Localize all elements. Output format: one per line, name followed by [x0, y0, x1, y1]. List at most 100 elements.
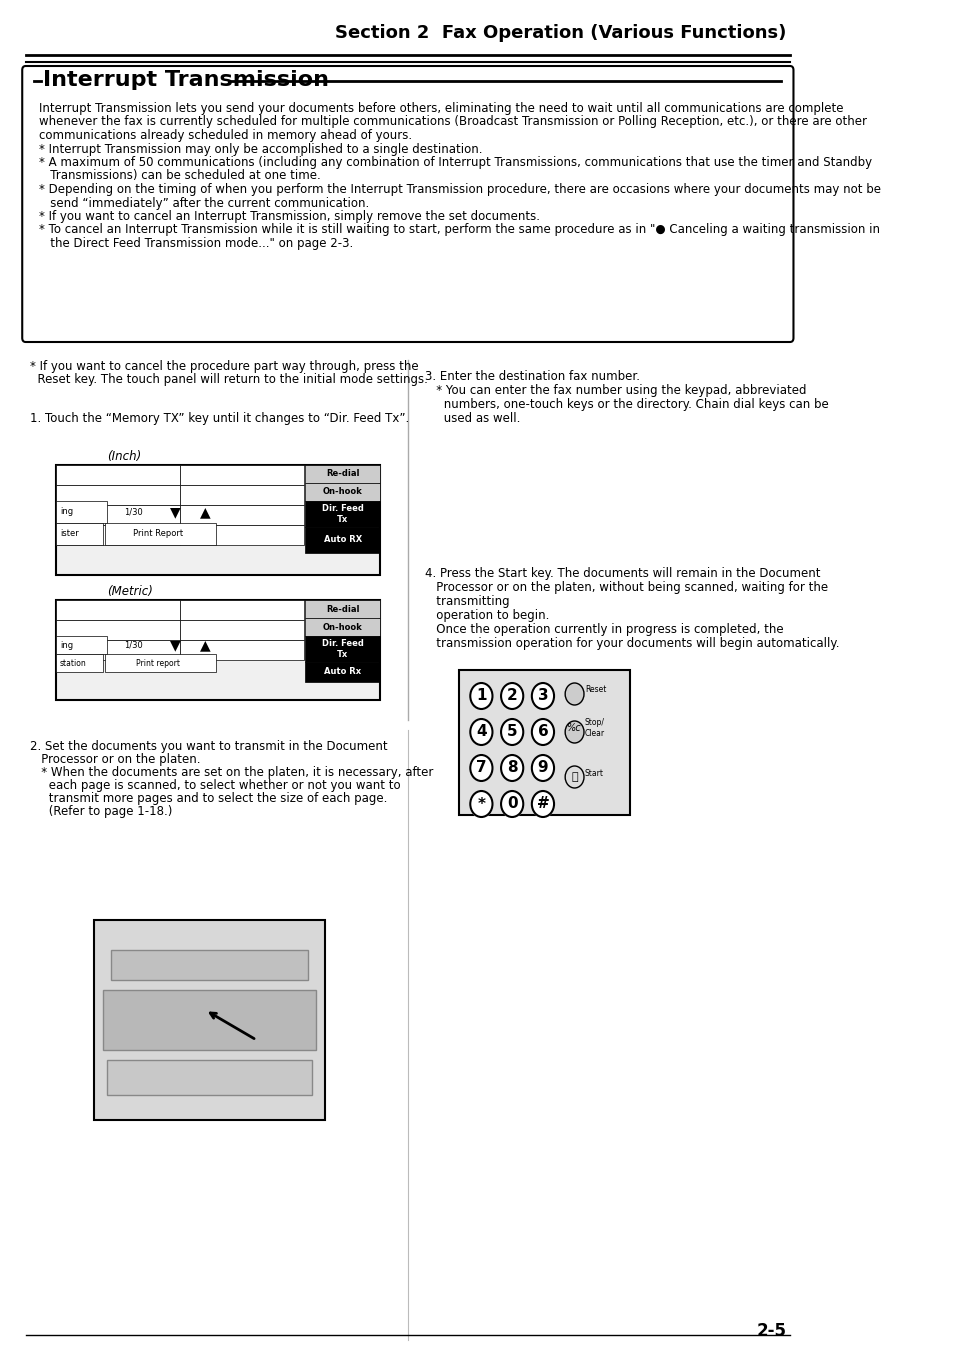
Circle shape: [470, 719, 492, 744]
Text: ▼: ▼: [170, 638, 180, 653]
Bar: [179, 600, 303, 620]
FancyBboxPatch shape: [22, 66, 793, 342]
Text: ▼: ▼: [170, 505, 180, 519]
Text: 9: 9: [537, 761, 548, 775]
Text: whenever the fax is currently scheduled for multiple communications (Broadcast T: whenever the fax is currently scheduled …: [39, 115, 866, 128]
Text: Section 2  Fax Operation (Various Functions): Section 2 Fax Operation (Various Functio…: [335, 24, 786, 42]
Text: Auto Rx: Auto Rx: [324, 667, 361, 677]
Text: each page is scanned, to select whether or not you want to: each page is scanned, to select whether …: [30, 780, 400, 792]
Text: 6: 6: [537, 724, 548, 739]
Bar: [179, 640, 303, 661]
Circle shape: [470, 790, 492, 817]
Text: Auto RX: Auto RX: [323, 535, 361, 544]
Bar: [458, 670, 630, 815]
Text: Dir. Feed
Tx: Dir. Feed Tx: [321, 639, 363, 659]
Text: 5: 5: [506, 724, 517, 739]
Text: transmitting: transmitting: [424, 594, 509, 608]
Bar: [179, 485, 303, 505]
Text: %c: %c: [565, 723, 580, 734]
Text: 4. Press the Start key. The documents will remain in the Document: 4. Press the Start key. The documents wi…: [424, 567, 820, 580]
Text: ing: ing: [60, 508, 72, 516]
Text: numbers, one-touch keys or the directory. Chain dial keys can be: numbers, one-touch keys or the directory…: [424, 399, 828, 411]
Text: Processor or on the platen.: Processor or on the platen.: [30, 753, 200, 766]
Bar: [179, 505, 303, 526]
Circle shape: [564, 766, 583, 788]
Text: Reset: Reset: [584, 685, 605, 694]
Circle shape: [531, 790, 554, 817]
Text: * To cancel an Interrupt Transmission while it is still waiting to start, perfor: * To cancel an Interrupt Transmission wh…: [39, 223, 880, 236]
Bar: [305, 636, 380, 662]
Circle shape: [500, 790, 523, 817]
Text: Once the operation currently in progress is completed, the: Once the operation currently in progress…: [424, 623, 782, 636]
Bar: [94, 920, 325, 1120]
Circle shape: [470, 755, 492, 781]
Text: ing: ing: [60, 640, 72, 650]
Bar: [55, 465, 179, 485]
Text: Interrupt Transmission lets you send your documents before others, eliminating t: Interrupt Transmission lets you send you…: [39, 101, 843, 115]
Circle shape: [500, 719, 523, 744]
Bar: [112, 950, 308, 979]
Text: *: *: [476, 797, 485, 812]
Bar: [305, 484, 380, 501]
Bar: [55, 620, 179, 640]
Bar: [55, 523, 103, 544]
Text: Start: Start: [584, 769, 603, 777]
Text: (Refer to page 1-18.): (Refer to page 1-18.): [30, 805, 172, 817]
Text: 2: 2: [506, 689, 517, 704]
Text: Dir. Feed
Tx: Dir. Feed Tx: [321, 504, 363, 524]
Bar: [305, 501, 380, 527]
Text: Transmissions) can be scheduled at one time.: Transmissions) can be scheduled at one t…: [39, 169, 321, 182]
Text: 3. Enter the destination fax number.: 3. Enter the destination fax number.: [424, 370, 639, 382]
Text: Reset key. The touch panel will return to the initial mode settings.: Reset key. The touch panel will return t…: [30, 373, 427, 386]
Text: ⭘: ⭘: [571, 771, 578, 782]
Text: * You can enter the fax number using the keypad, abbreviated: * You can enter the fax number using the…: [424, 384, 805, 397]
Text: transmit more pages and to select the size of each page.: transmit more pages and to select the si…: [30, 792, 387, 805]
Text: communications already scheduled in memory ahead of yours.: communications already scheduled in memo…: [39, 128, 412, 142]
Text: * If you want to cancel an Interrupt Transmission, simply remove the set documen: * If you want to cancel an Interrupt Tra…: [39, 209, 539, 223]
Text: * Depending on the timing of when you perform the Interrupt Transmission procedu: * Depending on the timing of when you pe…: [39, 182, 881, 196]
Text: Processor or on the platen, without being scanned, waiting for the: Processor or on the platen, without bein…: [424, 581, 827, 594]
Bar: [55, 465, 380, 576]
Text: 1. Touch the “Memory TX” key until it changes to “Dir. Feed Tx”.: 1. Touch the “Memory TX” key until it ch…: [30, 412, 409, 426]
Text: Interrupt Transmission: Interrupt Transmission: [43, 70, 329, 91]
Bar: [55, 485, 179, 505]
Bar: [305, 617, 380, 636]
Text: * When the documents are set on the platen, it is necessary, after: * When the documents are set on the plat…: [30, 766, 433, 780]
Text: used as well.: used as well.: [424, 412, 519, 426]
Circle shape: [564, 766, 583, 788]
Bar: [55, 600, 179, 620]
Bar: [305, 465, 380, 484]
Bar: [305, 527, 380, 553]
Text: Re-dial: Re-dial: [326, 470, 359, 478]
Bar: [179, 620, 303, 640]
Bar: [305, 600, 380, 617]
Text: Print report: Print report: [136, 658, 180, 667]
Bar: [55, 640, 179, 661]
Circle shape: [500, 684, 523, 709]
Text: Stop/
Clear: Stop/ Clear: [584, 719, 604, 738]
Text: 2-5: 2-5: [756, 1323, 786, 1340]
Bar: [103, 990, 316, 1050]
Text: 0: 0: [506, 797, 517, 812]
Text: station: station: [60, 658, 87, 667]
Text: 1: 1: [476, 689, 486, 704]
Bar: [55, 505, 179, 526]
Bar: [105, 523, 216, 544]
Bar: [305, 662, 380, 682]
Text: operation to begin.: operation to begin.: [424, 609, 549, 621]
Circle shape: [531, 755, 554, 781]
Text: 1/30: 1/30: [124, 508, 143, 516]
Bar: [105, 654, 216, 671]
Circle shape: [564, 684, 583, 705]
Bar: [55, 654, 103, 671]
Text: the Direct Feed Transmission mode..." on page 2-3.: the Direct Feed Transmission mode..." on…: [39, 236, 354, 250]
Circle shape: [564, 721, 583, 743]
Text: 3: 3: [537, 689, 548, 704]
Text: ister: ister: [60, 530, 78, 539]
Text: ▲: ▲: [200, 505, 211, 519]
Text: 4: 4: [476, 724, 486, 739]
Text: 2. Set the documents you want to transmit in the Document: 2. Set the documents you want to transmi…: [30, 740, 387, 753]
Bar: [55, 526, 179, 544]
Circle shape: [500, 755, 523, 781]
Bar: [179, 526, 303, 544]
